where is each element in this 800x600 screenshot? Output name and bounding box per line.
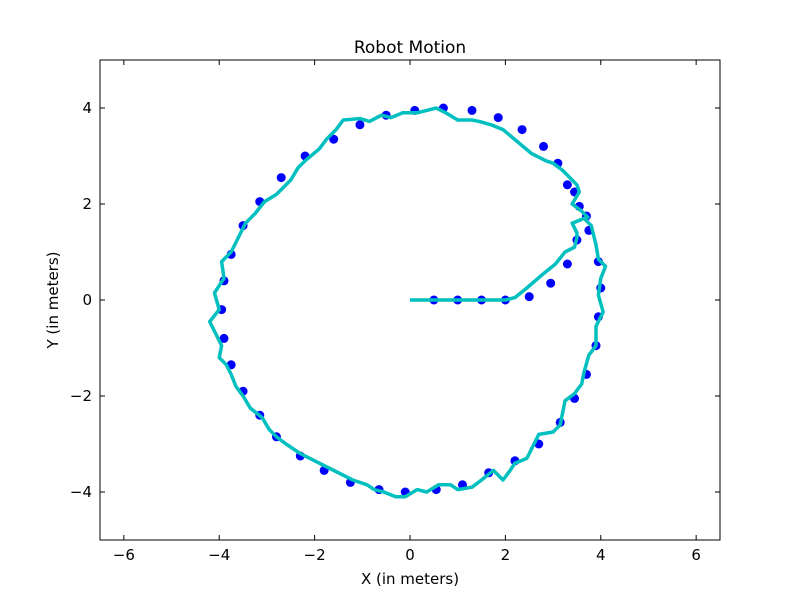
x-tick-label: 0 bbox=[405, 546, 415, 564]
chart-title: Robot Motion bbox=[354, 38, 466, 58]
data-point bbox=[276, 173, 286, 183]
data-point bbox=[539, 141, 549, 151]
ticks: −6 −4 −2 0 2 4 6 −4 −2 0 2 4 bbox=[70, 60, 720, 564]
x-tick-label: −4 bbox=[208, 546, 230, 564]
data-point bbox=[562, 180, 572, 190]
y-tick-label: 2 bbox=[82, 195, 92, 213]
y-tick-label: 0 bbox=[82, 291, 92, 309]
x-tick-label: 2 bbox=[501, 546, 511, 564]
x-tick-label: −2 bbox=[304, 546, 326, 564]
data-point bbox=[355, 120, 365, 130]
data-point bbox=[562, 259, 572, 269]
data-point bbox=[524, 292, 534, 302]
y-tick-label: −2 bbox=[70, 387, 92, 405]
robot-path-line bbox=[207, 106, 608, 499]
x-tick-label: 6 bbox=[691, 546, 701, 564]
y-tick-label: −4 bbox=[70, 483, 92, 501]
y-tick-label: 4 bbox=[82, 99, 92, 117]
data-point bbox=[546, 278, 556, 288]
x-tick-label: −6 bbox=[113, 546, 135, 564]
data-point bbox=[329, 134, 339, 144]
data-point bbox=[219, 333, 229, 343]
x-tick-label: 4 bbox=[596, 546, 606, 564]
data-point bbox=[517, 125, 527, 135]
data-point bbox=[467, 105, 477, 115]
plot-area bbox=[207, 103, 608, 499]
data-point bbox=[493, 113, 503, 123]
x-axis-label: X (in meters) bbox=[361, 570, 459, 588]
y-axis-label: Y (in meters) bbox=[44, 251, 62, 349]
